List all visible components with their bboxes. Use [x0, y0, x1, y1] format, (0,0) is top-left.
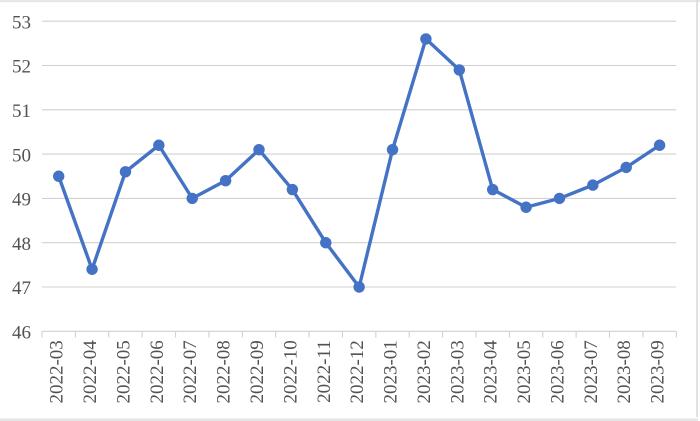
svg-text:2022-10: 2022-10 [280, 340, 301, 403]
svg-text:52: 52 [12, 57, 31, 78]
svg-text:2022-03: 2022-03 [47, 340, 68, 403]
svg-text:2023-03: 2023-03 [447, 340, 468, 403]
svg-text:48: 48 [12, 234, 31, 255]
svg-text:2023-01: 2023-01 [381, 340, 402, 403]
svg-text:2023-08: 2023-08 [614, 340, 635, 403]
svg-text:47: 47 [12, 278, 31, 299]
svg-text:2023-05: 2023-05 [514, 340, 535, 403]
svg-text:2023-09: 2023-09 [648, 340, 669, 403]
svg-text:50: 50 [12, 145, 31, 166]
svg-text:2023-06: 2023-06 [547, 340, 568, 403]
svg-text:2022-12: 2022-12 [347, 340, 368, 403]
svg-text:2022-08: 2022-08 [214, 340, 235, 403]
svg-text:2022-06: 2022-06 [147, 340, 168, 403]
svg-text:2022-04: 2022-04 [80, 340, 101, 404]
svg-text:2023-02: 2023-02 [414, 340, 435, 403]
svg-text:2023-07: 2023-07 [581, 340, 602, 403]
svg-text:2022-11: 2022-11 [314, 340, 335, 403]
svg-text:2022-07: 2022-07 [180, 340, 201, 403]
svg-text:49: 49 [12, 190, 31, 211]
svg-text:2022-05: 2022-05 [113, 340, 134, 403]
svg-text:46: 46 [12, 323, 31, 344]
svg-text:2022-09: 2022-09 [247, 340, 268, 403]
svg-text:51: 51 [12, 101, 31, 122]
svg-text:53: 53 [12, 12, 31, 33]
svg-text:2023-04: 2023-04 [481, 340, 502, 404]
